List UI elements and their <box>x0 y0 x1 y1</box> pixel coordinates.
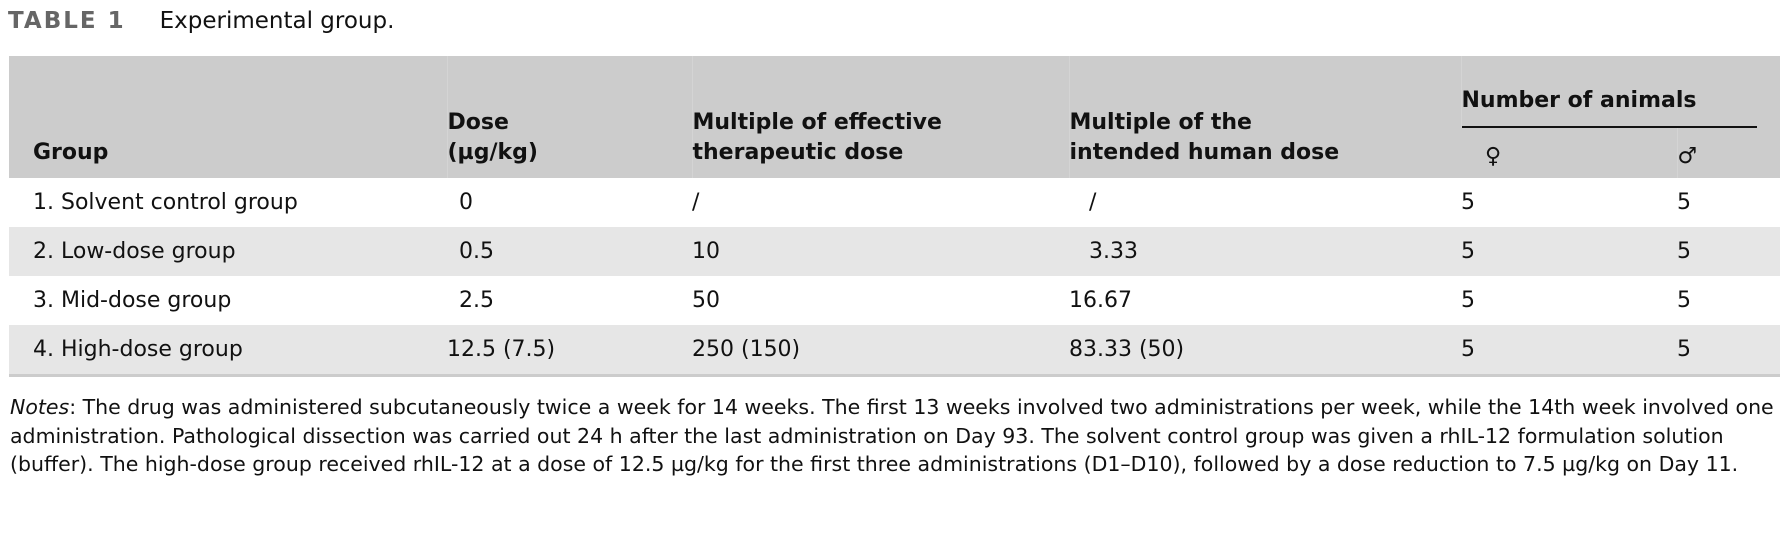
header-row: Group Dose (µg/kg) Multiple of effective t… <box>9 56 1780 178</box>
cell-effective: 10 <box>692 239 720 264</box>
header-dose-line1: Dose <box>447 110 509 135</box>
table-caption: Experimental group. <box>159 8 395 34</box>
cell-dose: 0.5 <box>459 239 494 264</box>
header-human-line2: intended human dose <box>1069 140 1340 165</box>
header-effective-dose: Multiple of effective therapeutic dose <box>691 56 1069 178</box>
cell-female: 5 <box>1461 288 1475 313</box>
cell-effective: / <box>692 190 700 215</box>
header-human-line1: Multiple of the <box>1069 110 1252 135</box>
table-row: 4. High-dose group 12.5 (7.5) 250 (150) … <box>9 325 1780 376</box>
table-row: 1. Solvent control group 0 / / 5 5 <box>9 178 1780 227</box>
header-male-icon: ♂ <box>1676 128 1780 178</box>
cell-human: 83.33 (50) <box>1069 337 1185 362</box>
cell-effective: 250 (150) <box>692 337 801 362</box>
cell-human: / <box>1089 190 1097 215</box>
cell-group: 1. Solvent control group <box>33 190 298 215</box>
table-row: 2. Low-dose group 0.5 10 3.33 5 5 <box>9 227 1780 276</box>
header-female-icon: ♀ <box>1485 144 1502 169</box>
header-group: Group <box>33 140 109 165</box>
cell-dose: 2.5 <box>459 288 494 313</box>
cell-male: 5 <box>1677 288 1691 313</box>
notes-text: : The drug was administered subcutaneous… <box>10 395 1774 476</box>
notes-label: Notes <box>10 395 70 419</box>
cell-female: 5 <box>1461 239 1475 264</box>
cell-female: 5 <box>1461 337 1475 362</box>
header-dose: Dose (µg/kg) <box>446 56 692 178</box>
experimental-group-table: Group Dose (µg/kg) Multiple of effective t… <box>9 56 1780 377</box>
header-effective-line1: Multiple of effective <box>692 110 942 135</box>
header-dose-line2: (µg/kg) <box>447 140 538 165</box>
cell-male: 5 <box>1677 190 1691 215</box>
table-notes: Notes: The drug was administered subcuta… <box>10 393 1775 479</box>
cell-male: 5 <box>1677 239 1691 264</box>
table-title: TABLE 1 Experimental group. <box>8 6 394 36</box>
cell-male: 5 <box>1677 337 1691 362</box>
cell-group: 4. High-dose group <box>33 337 243 362</box>
header-animals-label: Number of animals <box>1461 86 1757 128</box>
cell-female: 5 <box>1461 190 1475 215</box>
table-row: 3. Mid-dose group 2.5 50 16.67 5 5 <box>9 276 1780 325</box>
cell-group: 2. Low-dose group <box>33 239 236 264</box>
header-number-of-animals: Number of animals <box>1460 56 1780 128</box>
cell-human: 3.33 <box>1089 239 1138 264</box>
header-human-dose: Multiple of the intended human dose <box>1068 56 1461 178</box>
cell-dose: 12.5 (7.5) <box>447 337 556 362</box>
cell-human: 16.67 <box>1069 288 1132 313</box>
cell-group: 3. Mid-dose group <box>33 288 232 313</box>
cell-effective: 50 <box>692 288 720 313</box>
cell-dose: 0 <box>459 190 473 215</box>
header-effective-line2: therapeutic dose <box>692 140 904 165</box>
table-label: TABLE 1 <box>8 8 126 34</box>
